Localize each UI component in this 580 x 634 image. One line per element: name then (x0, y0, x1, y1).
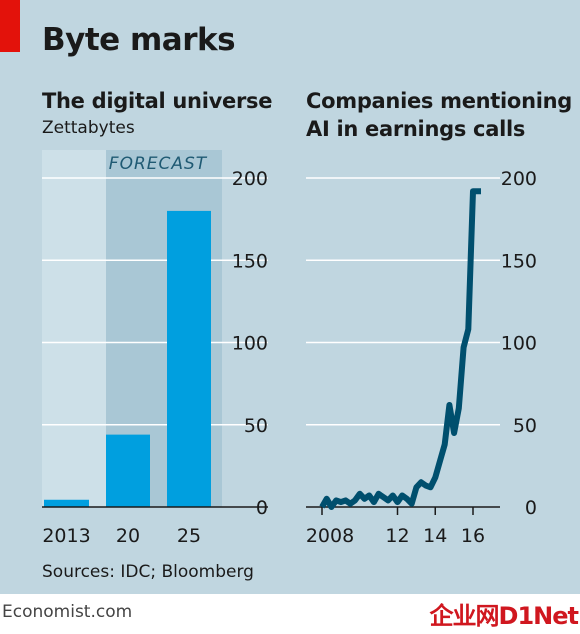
charts-canvas: FORECAST 0 50 100 150 200 2013 20 25 0 50 100 150 200… (42, 150, 537, 547)
right-xtick-label-14: 14 (423, 525, 447, 547)
chart-title: Byte marks (42, 22, 236, 58)
right-ytick-label-150: 150 (501, 250, 537, 272)
left-ytick-label-150: 150 (232, 250, 268, 272)
footer-bar: Economist.com 企业网D1Net (0, 594, 580, 634)
left-xtick-label-2013: 2013 (42, 525, 90, 547)
watermark-logo: 企业网D1Net (429, 602, 579, 630)
bar-20 (106, 434, 150, 507)
right-ytick-label-0: 0 (525, 497, 537, 519)
footer-site: Economist.com (2, 602, 133, 622)
forecast-label: FORECAST (109, 154, 208, 174)
right-panel-title-line-2: AI in earnings calls (306, 117, 526, 141)
left-ytick-label-50: 50 (244, 415, 268, 437)
source-note: Sources: IDC; Bloomberg (42, 562, 254, 582)
right-panel-title-line-1: Companies mentioning (306, 89, 572, 113)
left-ytick-label-100: 100 (232, 333, 268, 355)
left-panel-title: The digital universe (42, 89, 273, 113)
right-ytick-label-100: 100 (501, 333, 537, 355)
right-ytick-label-50: 50 (513, 415, 537, 437)
left-ytick-label-0: 0 (256, 497, 268, 519)
ai-mentions-line (319, 188, 481, 510)
left-xtick-label-20: 20 (116, 525, 140, 547)
right-xtick-label-12: 12 (385, 525, 409, 547)
right-xtick-label-2008: 2008 (306, 525, 354, 547)
left-ytick-label-200: 200 (232, 168, 268, 190)
right-ytick-label-200: 200 (501, 168, 537, 190)
left-panel-subtitle: Zettabytes (42, 118, 135, 138)
bar-2013 (44, 499, 89, 507)
right-xtick-label-16: 16 (461, 525, 485, 547)
accent-tag (0, 0, 20, 52)
bar-25 (167, 210, 211, 507)
left-xtick-label-25: 25 (177, 525, 201, 547)
